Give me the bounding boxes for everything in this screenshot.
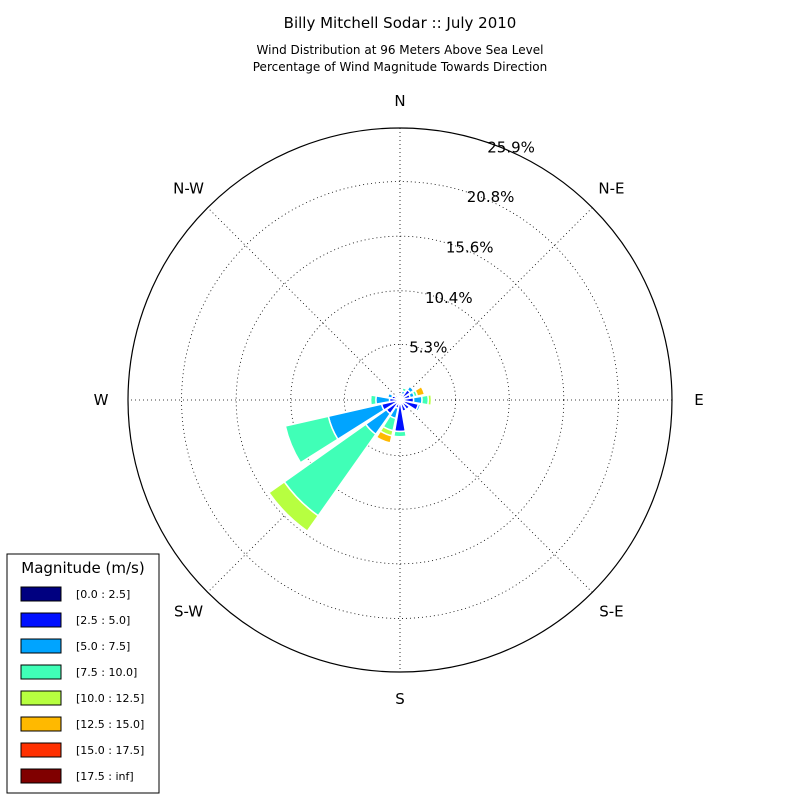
- radial-tick-label: 20.8%: [467, 188, 515, 206]
- legend-label: [10.0 : 12.5]: [76, 692, 144, 705]
- legend-items: [0.0 : 2.5] [2.5 : 5.0] [5.0 : 7.5] [7.5 : …: [20, 586, 144, 784]
- chart-subtitle-line-2: Percentage of Wind Magnitude Towards Dir…: [253, 60, 547, 74]
- legend-swatch: [20, 664, 62, 680]
- direction-label: E: [694, 391, 703, 409]
- wind-bar-segment: [408, 384, 416, 392]
- legend-swatch: [20, 638, 62, 654]
- legend-swatch: [20, 742, 62, 758]
- wind-bar-segment: [414, 403, 422, 413]
- wind-bar-segment: [266, 492, 308, 534]
- wind-bars: [266, 384, 433, 534]
- chart-title: Billy Mitchell Sodar :: July 2010: [284, 14, 517, 32]
- wind-bar-segment: [386, 392, 394, 400]
- legend-swatch: [20, 768, 62, 784]
- wind-bar-segment: [284, 415, 339, 464]
- radial-tick-labels: 5.3% 10.4% 15.6% 20.8% 25.9%: [409, 139, 535, 357]
- legend-label: [12.5 : 15.0]: [76, 718, 144, 731]
- grid-ring: [290, 290, 510, 510]
- legend-label: [2.5 : 5.0]: [76, 614, 130, 627]
- legend-label: [17.5 : inf]: [76, 770, 134, 783]
- direction-label: N-E: [598, 180, 624, 198]
- legend-title: Magnitude (m/s): [21, 559, 144, 577]
- direction-label: S: [395, 690, 405, 708]
- wind-bar-segment: [375, 430, 393, 444]
- direction-labels: N N-E E S-E S S-W W N-W: [94, 92, 704, 708]
- legend-swatch: [20, 586, 62, 602]
- radial-tick-label: 10.4%: [425, 289, 473, 307]
- direction-label: W: [94, 391, 109, 409]
- radial-tick-label: 25.9%: [487, 139, 535, 157]
- wind-bar-segment: [392, 430, 408, 438]
- legend-label: [7.5 : 10.0]: [76, 666, 137, 679]
- direction-label: N: [394, 92, 405, 110]
- legend-label: [5.0 : 7.5]: [76, 640, 130, 653]
- legend-swatch: [20, 716, 62, 732]
- legend-label: [0.0 : 2.5]: [76, 588, 130, 601]
- wind-bar-segment: [396, 395, 401, 400]
- legend-swatch: [20, 612, 62, 628]
- radial-tick-label: 5.3%: [409, 339, 447, 357]
- wind-bar-segment: [420, 394, 430, 406]
- radial-tick-label: 15.6%: [446, 239, 494, 257]
- wind-bar-segment: [369, 394, 378, 406]
- wind-bar-segment: [414, 385, 426, 397]
- direction-label: S-W: [174, 602, 203, 620]
- legend: Magnitude (m/s) [0.0 : 2.5] [2.5 : 5.0] [5…: [6, 553, 160, 794]
- grid-ring: [181, 181, 619, 619]
- chart-subtitle-line-1: Wind Distribution at 96 Meters Above Sea…: [257, 43, 544, 57]
- wind-bar-segment: [427, 393, 433, 407]
- legend-swatch: [20, 690, 62, 706]
- direction-label: N-W: [173, 180, 204, 198]
- legend-label: [15.0 : 17.5]: [76, 744, 144, 757]
- direction-label: S-E: [599, 602, 623, 620]
